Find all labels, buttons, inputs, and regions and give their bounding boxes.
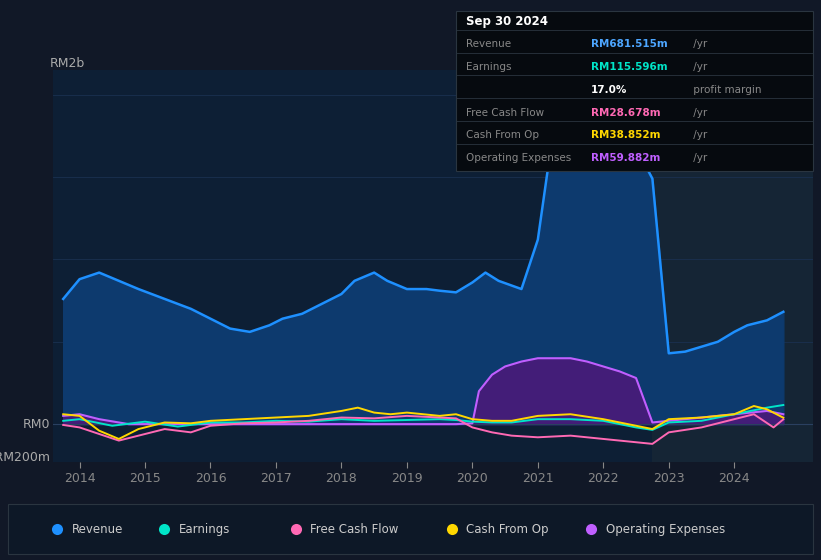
Text: Operating Expenses: Operating Expenses [606,522,725,536]
Text: RM0: RM0 [23,418,50,431]
Text: RM28.678m: RM28.678m [591,108,661,118]
Text: /yr: /yr [690,108,707,118]
Text: Cash From Op: Cash From Op [466,130,539,141]
Text: RM681.515m: RM681.515m [591,39,667,49]
Text: Free Cash Flow: Free Cash Flow [310,522,399,536]
Text: RM115.596m: RM115.596m [591,62,667,72]
Text: /yr: /yr [690,62,707,72]
Text: Earnings: Earnings [179,522,231,536]
Text: Earnings: Earnings [466,62,511,72]
Text: /yr: /yr [690,130,707,141]
Text: Revenue: Revenue [72,522,124,536]
Text: 17.0%: 17.0% [591,85,627,95]
Text: Sep 30 2024: Sep 30 2024 [466,15,548,28]
Text: Cash From Op: Cash From Op [466,522,548,536]
Text: Operating Expenses: Operating Expenses [466,153,571,164]
Text: /yr: /yr [690,39,707,49]
Bar [653,70,813,462]
Text: RM2b: RM2b [50,57,85,70]
Text: Free Cash Flow: Free Cash Flow [466,108,544,118]
Text: /yr: /yr [690,153,707,164]
Text: RM59.882m: RM59.882m [591,153,661,164]
Text: Revenue: Revenue [466,39,511,49]
Text: -RM200m: -RM200m [0,451,50,464]
Text: RM38.852m: RM38.852m [591,130,661,141]
Text: profit margin: profit margin [690,85,761,95]
